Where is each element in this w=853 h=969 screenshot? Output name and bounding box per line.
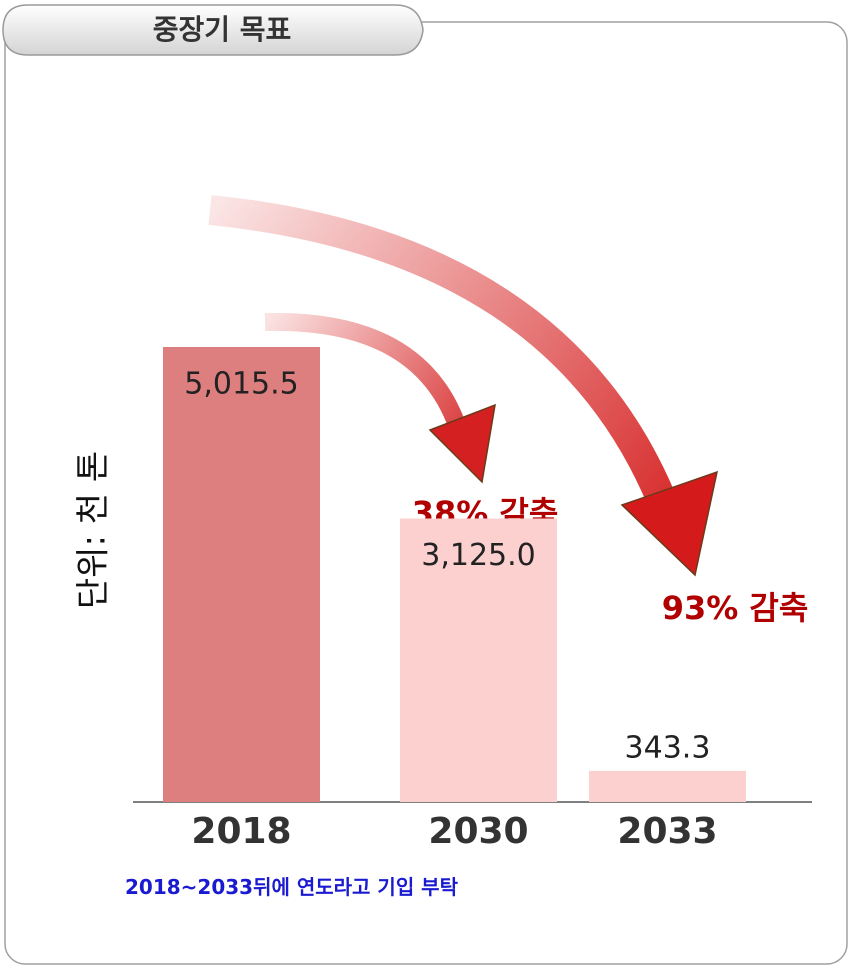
value-label: 5,015.5	[184, 367, 299, 402]
bar	[589, 770, 746, 802]
note-text: 뒤에 연도라고 기입 부탁	[253, 875, 458, 899]
value-label: 343.3	[625, 730, 711, 765]
bar	[400, 518, 557, 802]
annotation: 93% 감축	[662, 589, 809, 627]
x-tick-label: 2030	[428, 811, 528, 852]
x-tick-label: 2033	[617, 811, 717, 852]
x-tick-label: 2018	[191, 811, 291, 852]
arrow	[264, 312, 496, 484]
bar	[163, 347, 320, 802]
frame	[4, 21, 848, 965]
note-highlight: 2018~2033	[125, 875, 253, 899]
note: 2018~2033뒤에 연도라고 기입 부탁	[125, 875, 459, 899]
arrow	[208, 195, 719, 577]
chart-title: 중장기 목표	[153, 13, 292, 46]
value-label: 3,125.0	[421, 538, 536, 573]
header-tab	[2, 4, 424, 56]
y-axis-label: 단위: 천 톤	[74, 451, 114, 609]
